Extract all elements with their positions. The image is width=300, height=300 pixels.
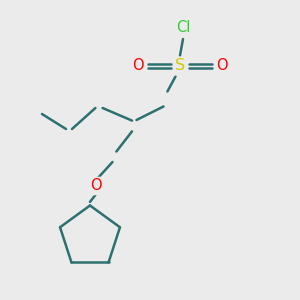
Text: S: S <box>175 58 185 74</box>
Text: Cl: Cl <box>176 20 190 34</box>
Text: O: O <box>132 58 144 74</box>
Text: O: O <box>90 178 102 194</box>
Text: O: O <box>216 58 228 74</box>
